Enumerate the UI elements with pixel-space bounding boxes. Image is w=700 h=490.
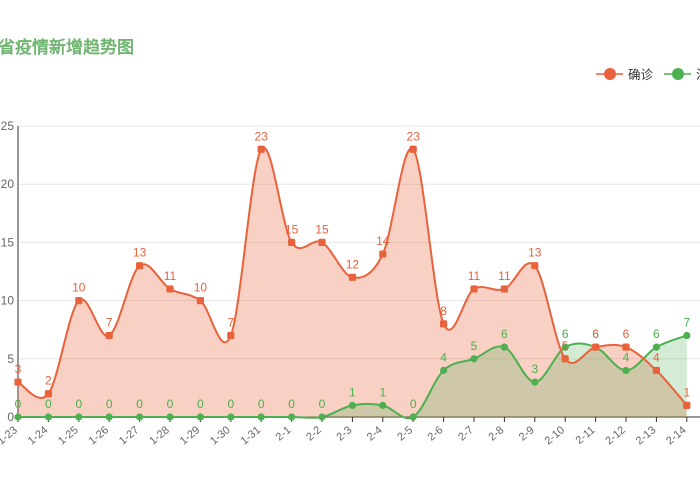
svg-text:20: 20 — [1, 177, 15, 191]
svg-text:1-26: 1-26 — [87, 424, 112, 447]
svg-text:3: 3 — [531, 362, 538, 376]
svg-text:1: 1 — [379, 385, 386, 399]
svg-text:5: 5 — [471, 339, 478, 353]
svg-text:2-2: 2-2 — [304, 424, 324, 443]
svg-text:0: 0 — [288, 397, 295, 411]
svg-text:11: 11 — [164, 269, 177, 283]
svg-text:治愈: 治愈 — [696, 67, 700, 82]
svg-text:1: 1 — [683, 385, 690, 399]
svg-text:0: 0 — [410, 397, 417, 411]
svg-text:1-28: 1-28 — [147, 424, 172, 447]
svg-text:15: 15 — [1, 235, 15, 249]
svg-text:7: 7 — [227, 316, 234, 330]
svg-text:5: 5 — [562, 339, 569, 353]
svg-text:8: 8 — [440, 304, 447, 318]
svg-text:2-10: 2-10 — [543, 424, 568, 447]
svg-text:14: 14 — [376, 234, 390, 248]
svg-text:0: 0 — [227, 397, 234, 411]
svg-text:2-9: 2-9 — [517, 424, 537, 443]
svg-text:11: 11 — [468, 269, 481, 283]
svg-text:10: 10 — [72, 281, 86, 295]
svg-text:7: 7 — [683, 316, 690, 330]
svg-text:0: 0 — [106, 397, 113, 411]
svg-text:0: 0 — [45, 397, 52, 411]
svg-text:1-25: 1-25 — [56, 424, 81, 447]
svg-text:13: 13 — [133, 246, 147, 260]
svg-text:6: 6 — [653, 327, 660, 341]
svg-text:2: 2 — [45, 374, 52, 388]
svg-text:1-24: 1-24 — [26, 424, 51, 447]
svg-text:23: 23 — [255, 129, 269, 143]
svg-text:2-6: 2-6 — [426, 424, 446, 443]
svg-text:1-23: 1-23 — [0, 424, 20, 447]
svg-text:2-3: 2-3 — [334, 424, 354, 443]
svg-text:2-5: 2-5 — [395, 424, 415, 443]
svg-text:25: 25 — [1, 119, 15, 133]
svg-text:0: 0 — [258, 397, 265, 411]
svg-text:2-13: 2-13 — [634, 424, 659, 447]
svg-text:2-7: 2-7 — [456, 424, 476, 443]
svg-text:12: 12 — [346, 257, 360, 271]
svg-text:4: 4 — [623, 350, 630, 364]
svg-text:6: 6 — [501, 327, 508, 341]
svg-text:0: 0 — [167, 397, 174, 411]
svg-text:2-14: 2-14 — [664, 424, 689, 447]
svg-text:5: 5 — [7, 352, 14, 366]
svg-text:7: 7 — [106, 316, 113, 330]
svg-text:0: 0 — [136, 397, 143, 411]
svg-text:6: 6 — [592, 327, 599, 341]
svg-text:1: 1 — [349, 385, 356, 399]
svg-text:确诊: 确诊 — [628, 68, 654, 82]
svg-text:2-4: 2-4 — [365, 424, 385, 443]
svg-text:4: 4 — [440, 350, 447, 364]
svg-text:2-12: 2-12 — [603, 424, 628, 447]
svg-text:6: 6 — [623, 327, 630, 341]
svg-text:2-11: 2-11 — [574, 424, 598, 447]
svg-text:3: 3 — [15, 362, 22, 376]
svg-text:0: 0 — [7, 410, 14, 424]
svg-text:2-8: 2-8 — [486, 424, 506, 443]
svg-text:10: 10 — [194, 281, 208, 295]
svg-text:0: 0 — [319, 397, 326, 411]
svg-text:15: 15 — [315, 222, 329, 236]
svg-text:13: 13 — [528, 246, 542, 260]
svg-text:1-27: 1-27 — [117, 424, 142, 447]
svg-text:1-30: 1-30 — [208, 424, 233, 447]
svg-text:1-31: 1-31 — [239, 424, 264, 447]
svg-text:0: 0 — [197, 397, 204, 411]
svg-text:2-1: 2-1 — [274, 424, 294, 443]
svg-text:10: 10 — [1, 294, 15, 308]
svg-text:4: 4 — [653, 350, 660, 364]
svg-text:23: 23 — [407, 129, 421, 143]
svg-text:11: 11 — [498, 269, 511, 283]
svg-text:15: 15 — [285, 222, 299, 236]
svg-text:0: 0 — [75, 397, 82, 411]
svg-text:0: 0 — [15, 397, 22, 411]
svg-text:1-29: 1-29 — [178, 424, 203, 447]
